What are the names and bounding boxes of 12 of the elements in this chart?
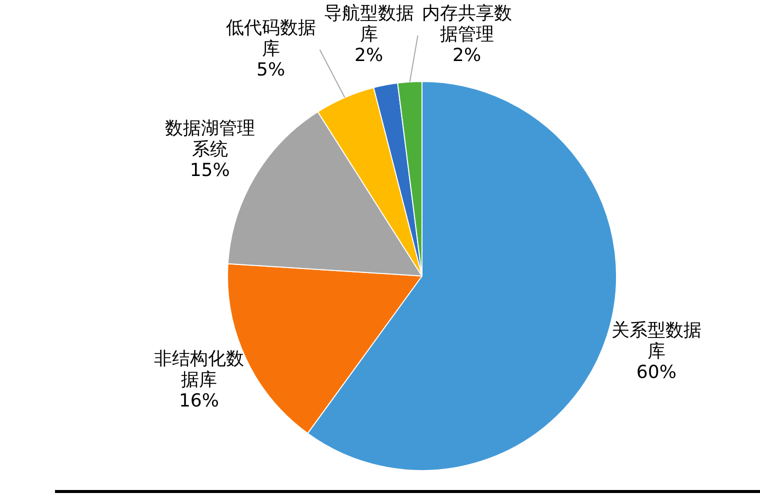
slice-label: 内存共享数据管理: [422, 3, 512, 46]
data-label: 2%: [452, 45, 482, 66]
data-label: 5%: [256, 59, 286, 80]
data-label: 2%: [354, 45, 384, 66]
slice-label: 数据湖管理系统: [164, 118, 255, 160]
slice-label: 非结构化数据库: [154, 348, 244, 391]
slice-label: 关系型数据库: [611, 320, 702, 362]
data-label: 15%: [190, 160, 230, 182]
data-label: 60%: [636, 362, 676, 383]
slice-label: 低代码数据库: [226, 17, 316, 60]
slice-label: 导航型数据库: [324, 3, 414, 46]
data-label: 16%: [178, 390, 219, 412]
